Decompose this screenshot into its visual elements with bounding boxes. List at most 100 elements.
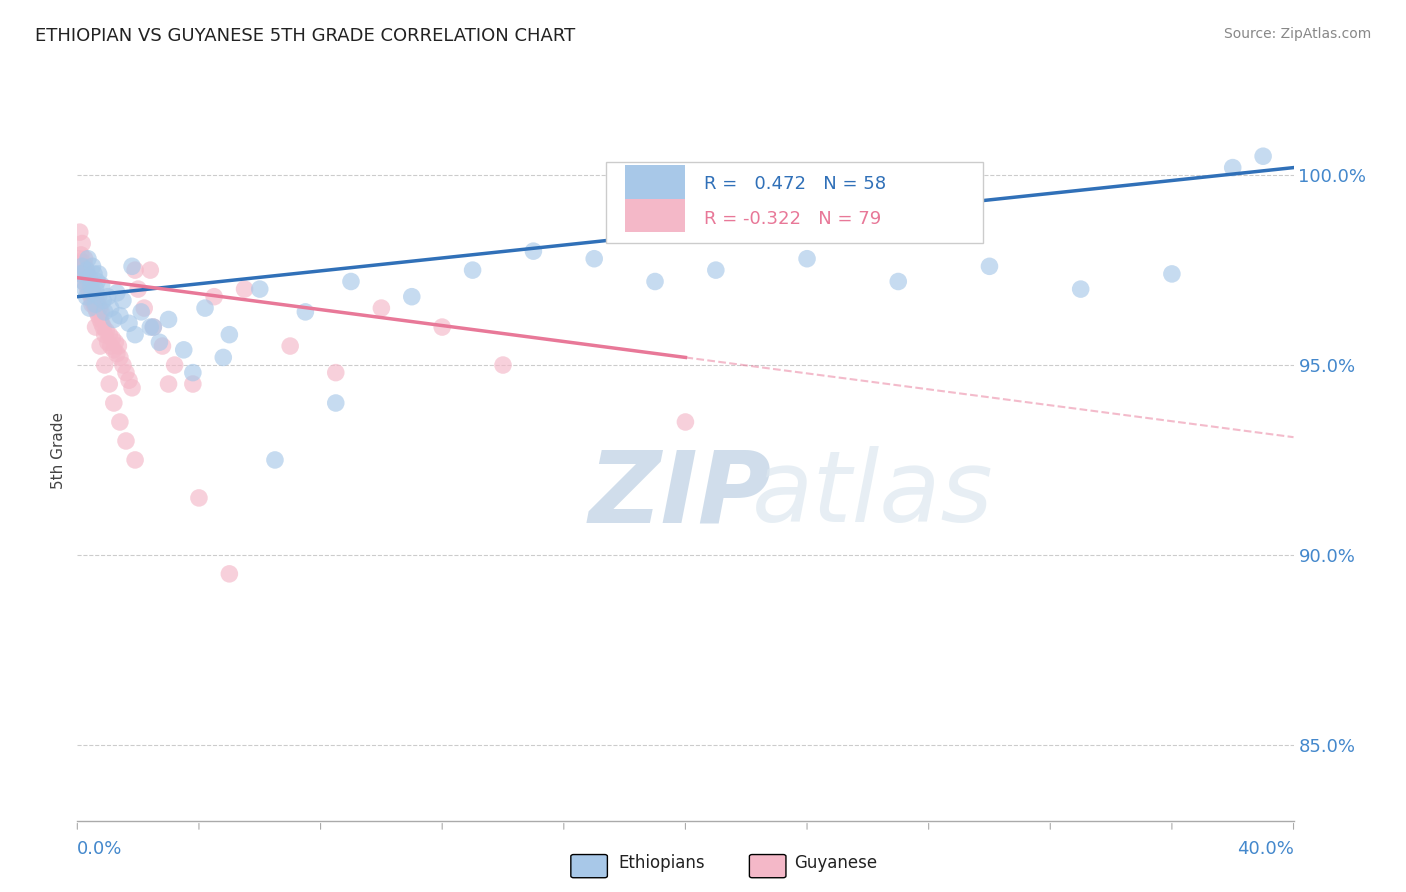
Point (89, 301, 111, 315)
Point (84, 301, 107, 315)
Point (675, 415, 697, 429)
Point (370, 301, 392, 315)
Point (83, 297, 105, 311)
Point (70, 236, 93, 251)
Point (202, 290, 225, 304)
Point (278, 339, 301, 353)
Point (218, 566, 240, 581)
Point (75, 278, 97, 293)
Point (73, 252, 96, 266)
Point (1161, 267, 1184, 281)
FancyBboxPatch shape (606, 161, 983, 244)
Point (79, 301, 101, 315)
Point (75, 270, 97, 285)
Text: atlas: atlas (752, 446, 994, 543)
Point (93, 305, 115, 319)
Point (188, 491, 211, 505)
Point (76, 267, 98, 281)
Point (294, 305, 316, 319)
Point (108, 351, 131, 365)
Point (173, 343, 195, 357)
Text: R =   0.472   N = 58: R = 0.472 N = 58 (703, 175, 886, 193)
Point (340, 275, 363, 289)
Point (142, 320, 165, 334)
Point (979, 260, 1001, 274)
Point (86, 275, 108, 289)
Point (90, 316, 112, 330)
Point (1070, 282, 1092, 296)
Point (67, 252, 90, 266)
Point (83, 267, 105, 281)
Point (118, 316, 141, 330)
Point (105, 346, 128, 360)
Point (796, 252, 818, 266)
Point (103, 343, 125, 357)
Point (233, 282, 256, 296)
Point (75, 263, 97, 277)
Point (77, 252, 100, 266)
Point (82, 260, 104, 274)
Point (325, 396, 347, 410)
Point (194, 301, 217, 315)
Point (111, 358, 134, 372)
Point (103, 312, 125, 326)
Point (163, 358, 186, 372)
Point (118, 373, 141, 387)
Point (97, 335, 120, 350)
Text: Source: ZipAtlas.com: Source: ZipAtlas.com (1223, 27, 1371, 41)
Point (70, 248, 93, 262)
Point (115, 434, 138, 448)
Point (1251, 149, 1274, 163)
Point (97, 290, 120, 304)
Point (72, 275, 94, 289)
Point (325, 366, 347, 380)
Point (79, 270, 101, 285)
Point (522, 244, 544, 259)
Point (72, 263, 94, 277)
Point (121, 381, 143, 395)
Point (91, 293, 114, 308)
Point (401, 290, 423, 304)
Point (212, 351, 235, 365)
Point (218, 327, 240, 342)
Point (98, 377, 121, 392)
Point (69, 267, 91, 281)
Point (139, 320, 162, 334)
Point (84, 290, 107, 304)
Bar (624, 199, 686, 232)
Point (127, 282, 149, 296)
Point (91, 320, 114, 334)
Point (80, 282, 103, 296)
Text: 40.0%: 40.0% (1237, 839, 1294, 857)
Point (89, 312, 111, 326)
Point (75, 290, 97, 304)
Text: R = -0.322   N = 79: R = -0.322 N = 79 (703, 210, 882, 227)
Point (73, 282, 96, 296)
Point (72, 255, 94, 269)
Point (139, 263, 162, 277)
Point (79, 282, 101, 296)
Text: ZIP: ZIP (588, 446, 770, 543)
Point (87, 309, 110, 323)
Point (76, 267, 98, 281)
Point (79, 278, 101, 293)
Point (644, 275, 666, 289)
Point (108, 415, 131, 429)
Point (87, 267, 110, 281)
Point (1222, 161, 1244, 175)
Point (82, 293, 104, 308)
Point (70, 260, 93, 274)
Bar (624, 165, 686, 199)
Text: Guyanese: Guyanese (794, 855, 877, 872)
Point (108, 309, 131, 323)
Point (107, 339, 129, 353)
Point (115, 366, 138, 380)
Point (142, 320, 165, 334)
Point (249, 282, 271, 296)
Point (103, 396, 125, 410)
Point (80, 297, 103, 311)
Point (124, 453, 146, 467)
Point (492, 358, 515, 372)
Point (87, 290, 110, 304)
Point (69, 225, 91, 239)
